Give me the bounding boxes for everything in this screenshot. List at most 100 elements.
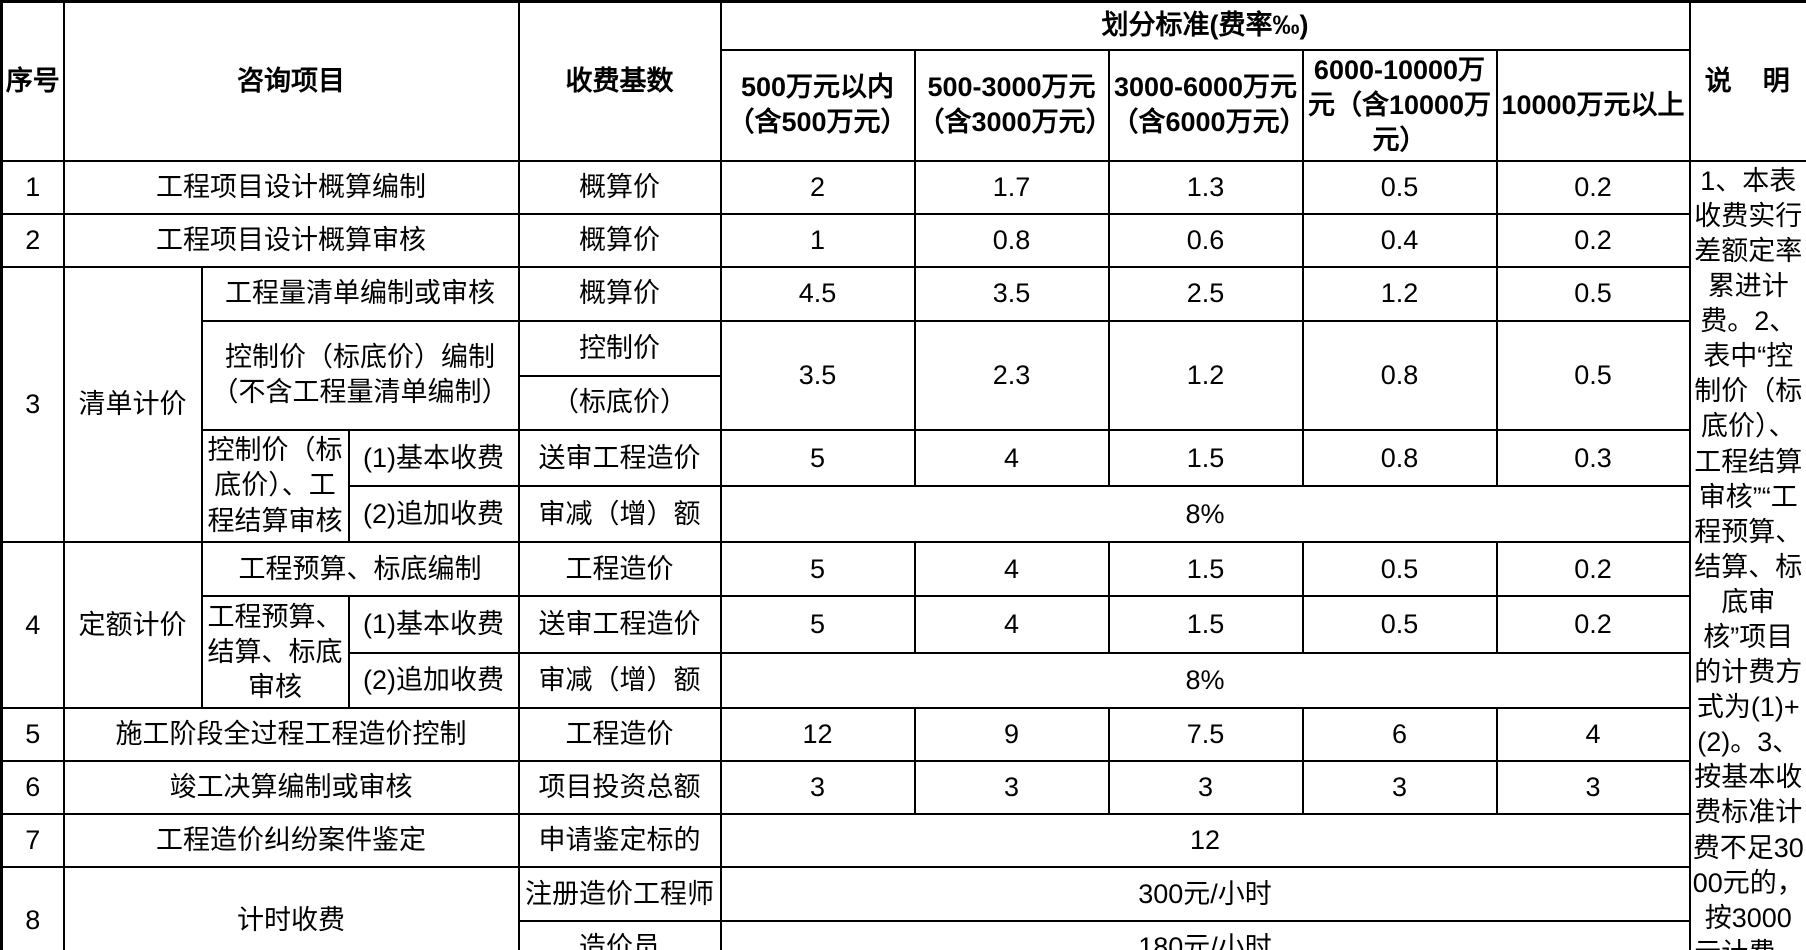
cell-serial: 1 [0, 159, 65, 215]
cell-rate: 4 [913, 541, 1110, 598]
cell-serial: 4 [0, 541, 65, 710]
cell-rate: 1.2 [1107, 319, 1304, 431]
cell-sub-project: 工程量清单编制或审核 [200, 265, 520, 322]
header-standard: 划分标准(费率‰) [719, 0, 1691, 51]
cell-serial: 3 [0, 265, 65, 544]
cell-rate: 0.2 [1495, 595, 1691, 654]
cell-rate: 0.8 [1301, 428, 1498, 488]
cell-rate: 6 [1301, 707, 1498, 763]
cell-rate: 3 [1301, 760, 1498, 816]
cell-base: 送审工程造价 [517, 428, 722, 488]
cell-rate: 1.5 [1107, 541, 1304, 598]
cell-rate: 0.4 [1301, 212, 1498, 268]
cell-rate: 3.5 [913, 265, 1110, 322]
cell-serial: 6 [0, 760, 65, 816]
cell-rate: 0.5 [1301, 159, 1498, 215]
cell-rate: 0.5 [1495, 265, 1691, 322]
cell-rate: 3.5 [719, 319, 916, 431]
cell-project: 计时收费 [62, 866, 520, 950]
cell-project: 工程项目设计概算编制 [62, 159, 520, 215]
cell-rate: 0.5 [1301, 595, 1498, 654]
header-range-1: 500万元以内（含500万元） [719, 48, 916, 162]
cell-base: 概算价 [517, 265, 722, 322]
cell-rate: 4 [913, 428, 1110, 488]
cell-base: 控制价 [517, 319, 722, 377]
cell-rate: 1.3 [1107, 159, 1304, 215]
cell-rate: 12 [719, 707, 916, 763]
cell-base: （标底价） [517, 374, 722, 431]
cell-rate: 1 [719, 212, 916, 268]
cell-project: 竣工决算编制或审核 [62, 760, 520, 816]
cell-rate: 5 [719, 541, 916, 598]
cell-rate: 3 [1495, 760, 1691, 816]
cell-rate: 0.2 [1495, 212, 1691, 268]
cell-base: 送审工程造价 [517, 595, 722, 654]
cell-sub-project: 工程预算、标底编制 [200, 541, 520, 598]
cell-rate: 7.5 [1107, 707, 1304, 763]
cell-serial: 7 [0, 813, 65, 869]
cell-rate: 0.3 [1495, 428, 1691, 488]
cell-rate: 0.8 [913, 212, 1110, 268]
cell-sub-project: 控制价（标底价）、工程结算审核 [200, 428, 350, 544]
cell-base: 审减（增）额 [517, 651, 722, 710]
cell-base: 概算价 [517, 159, 722, 215]
cell-rate: 0.8 [1301, 319, 1498, 431]
cell-rate: 1.2 [1301, 265, 1498, 322]
cell-project: 工程项目设计概算审核 [62, 212, 520, 268]
cell-serial: 2 [0, 212, 65, 268]
cell-base: 项目投资总额 [517, 760, 722, 816]
header-project: 咨询项目 [62, 0, 520, 162]
cell-sub-project: 工程预算、结算、标底审核 [200, 595, 350, 710]
cell-rate: 1.7 [913, 159, 1110, 215]
cell-rate: 0.5 [1495, 319, 1691, 431]
cell-rate: 5 [719, 595, 916, 654]
cell-rate-span: 8% [719, 651, 1691, 710]
cell-base: 注册造价工程师 [517, 866, 722, 923]
cell-base: 工程造价 [517, 707, 722, 763]
cell-rate: 2.3 [913, 319, 1110, 431]
cell-group: 定额计价 [62, 541, 203, 710]
cell-base: 概算价 [517, 212, 722, 268]
header-base: 收费基数 [517, 0, 722, 162]
cell-rate-span: 180元/小时 [719, 920, 1691, 950]
cell-group: 清单计价 [62, 265, 203, 544]
cell-fee-type: (2)追加收费 [347, 485, 520, 544]
cell-sub-project: 控制价（标底价）编制（不含工程量清单编制） [200, 319, 520, 431]
header-range-2: 500-3000万元（含3000万元） [913, 48, 1110, 162]
cell-project: 工程造价纠纷案件鉴定 [62, 813, 520, 869]
cell-rate: 5 [719, 428, 916, 488]
cell-rate: 3 [1107, 760, 1304, 816]
header-range-5: 10000万元以上 [1495, 48, 1691, 162]
header-range-4: 6000-10000万元（含10000万元） [1301, 48, 1498, 162]
cell-rate: 0.2 [1495, 159, 1691, 215]
cell-rate-span: 300元/小时 [719, 866, 1691, 923]
cell-rate-span: 12 [719, 813, 1691, 869]
cell-rate: 0.6 [1107, 212, 1304, 268]
cell-rate: 3 [913, 760, 1110, 816]
cell-rate-span: 8% [719, 485, 1691, 544]
cell-serial: 5 [0, 707, 65, 763]
cell-fee-type: (1)基本收费 [347, 428, 520, 488]
cell-rate: 1.5 [1107, 595, 1304, 654]
cell-fee-type: (2)追加收费 [347, 651, 520, 710]
cell-note: 1、本表收费实行差额定率累进计费。2、表中“控制价（标底价）、工程结算审核”“工… [1688, 159, 1806, 950]
cell-base: 申请鉴定标的 [517, 813, 722, 869]
cell-base: 造价员 [517, 920, 722, 950]
cell-rate: 4.5 [719, 265, 916, 322]
cell-rate: 4 [1495, 707, 1691, 763]
cell-base: 审减（增）额 [517, 485, 722, 544]
header-serial: 序号 [0, 0, 65, 162]
cell-fee-type: (1)基本收费 [347, 595, 520, 654]
cell-rate: 4 [913, 595, 1110, 654]
cell-base: 工程造价 [517, 541, 722, 598]
cell-rate: 0.5 [1301, 541, 1498, 598]
cell-rate: 2 [719, 159, 916, 215]
cell-serial: 8 [0, 866, 65, 950]
cell-rate: 1.5 [1107, 428, 1304, 488]
cell-rate: 2.5 [1107, 265, 1304, 322]
cell-rate: 0.2 [1495, 541, 1691, 598]
header-range-3: 3000-6000万元（含6000万元） [1107, 48, 1304, 162]
cell-rate: 3 [719, 760, 916, 816]
